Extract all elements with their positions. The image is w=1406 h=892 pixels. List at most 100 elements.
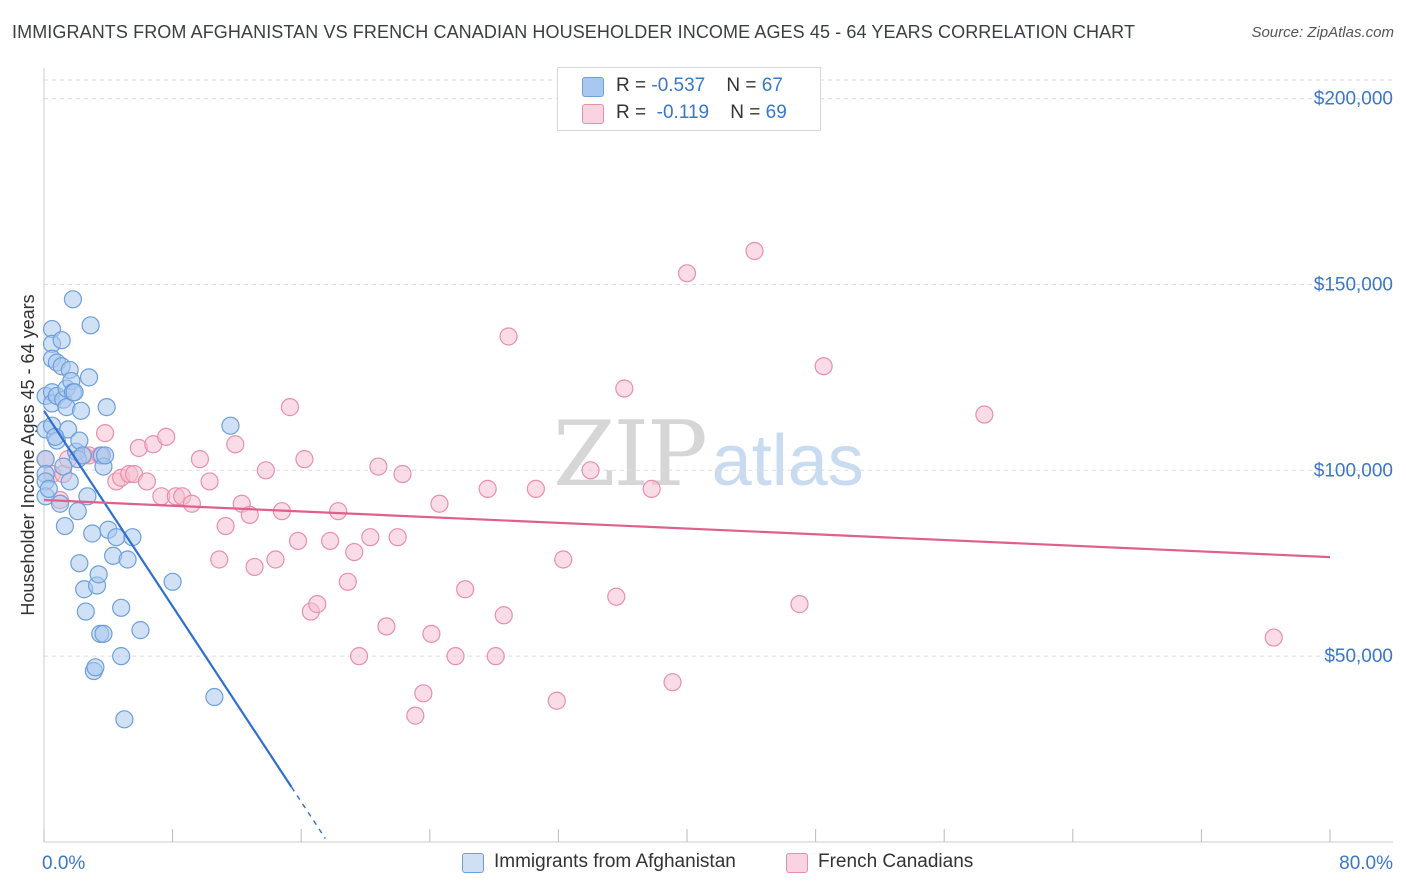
legend-r-value: -0.537 [651,75,706,96]
point-french-canadian [607,587,626,606]
series-french-canadians [36,241,1283,725]
point-afghanistan [86,658,105,677]
point-afghanistan [70,554,89,573]
legend-text-french-canadians: R = -0.119 N = 69 [616,102,787,124]
legend-n-value: 69 [765,102,787,123]
legend-n-label: N = [730,102,766,123]
point-french-canadian [295,450,314,469]
point-french-canadian [414,684,433,703]
watermark: ZIPatlas [553,402,864,507]
watermark-atlas: atlas [711,421,864,501]
point-french-canadian [240,505,259,524]
point-french-canadian [256,461,275,480]
bottom-legend-label-french-canadians: French Canadians [818,851,974,872]
point-afghanistan [81,316,100,335]
point-french-canadian [677,264,697,283]
point-afghanistan [95,446,115,465]
point-french-canadian [554,550,573,569]
point-french-canadian [329,502,348,521]
point-afghanistan [60,472,79,491]
point-french-canadian [200,472,219,491]
legend-r-value: -0.119 [656,102,710,123]
point-french-canadian [446,647,465,666]
point-afghanistan [50,494,70,513]
legend-r-label: R = [616,75,652,96]
point-french-canadian [499,327,518,346]
point-french-canadian [393,464,412,484]
point-french-canadian [975,405,994,424]
point-french-canadian [288,531,308,551]
point-afghanistan [89,565,108,584]
legend-n-value: 67 [761,75,783,96]
point-french-canadian [137,472,156,491]
point-french-canadian [478,479,497,498]
point-afghanistan [112,598,131,617]
point-french-canadian [190,450,210,469]
point-french-canadian [216,516,235,536]
trendline-afghanistan-extension [290,786,326,839]
point-afghanistan [115,710,134,729]
point-french-canadian [377,617,396,636]
y-tick-label: $150,000 [1314,274,1393,295]
point-afghanistan [94,624,113,643]
point-french-canadian [790,595,809,614]
x-tick-label: 0.0% [42,853,85,874]
point-french-canadian [422,624,441,643]
point-french-canadian [369,457,388,476]
point-afghanistan [55,516,74,536]
point-afghanistan [118,550,137,569]
point-afghanistan [163,572,182,591]
point-afghanistan [78,487,97,506]
point-french-canadian [814,357,833,376]
point-french-canadian [338,572,357,591]
point-french-canadian [430,494,449,513]
watermark-zip: ZIP [553,402,708,507]
point-afghanistan [131,621,150,640]
point-french-canadian [456,580,475,599]
point-afghanistan [63,290,83,309]
point-french-canadian [494,606,513,625]
point-french-canadian [345,542,364,562]
point-french-canadian [526,479,545,498]
point-french-canadian [210,550,229,569]
point-french-canadian [266,550,285,569]
point-afghanistan [205,687,224,707]
point-french-canadian [182,494,201,513]
legend-swatch-blue [582,77,604,97]
point-afghanistan [71,401,91,420]
legend-text-afghanistan: R = -0.537 N = 67 [616,75,783,97]
point-french-canadian [581,461,600,480]
point-french-canadian [642,479,661,498]
point-afghanistan [39,479,58,498]
point-french-canadian [280,398,300,417]
source-label: Source: ZipAtlas.com [1251,24,1394,41]
y-tick-label: $100,000 [1314,460,1393,481]
legend-swatch-pink [582,104,604,124]
point-french-canadian [486,647,505,666]
point-afghanistan [76,602,95,621]
point-afghanistan [79,368,99,387]
point-afghanistan [52,331,71,350]
point-french-canadian [406,706,425,725]
point-french-canadian [308,595,327,614]
point-french-canadian [226,435,245,454]
y-axis-label: Householder Income Ages 45 - 64 years [18,294,38,615]
point-afghanistan [68,502,87,521]
point-french-canadian [95,424,115,443]
x-tick-label: 80.0% [1339,853,1393,874]
point-french-canadian [547,691,566,710]
point-afghanistan [221,416,240,435]
chart-title: IMMIGRANTS FROM AFGHANISTAN VS FRENCH CA… [12,22,1136,42]
point-french-canadian [663,673,682,692]
point-afghanistan [65,383,84,402]
legend-r-label: R = [616,102,652,123]
point-afghanistan [70,431,89,450]
point-french-canadian [615,379,634,398]
legend-n-label: N = [726,75,762,96]
point-french-canadian [745,241,764,261]
y-tick-label: $50,000 [1324,646,1393,667]
bottom-legend-label-afghanistan: Immigrants from Afghanistan [494,851,736,872]
bottom-legend-swatch-blue [462,853,484,873]
trendline-afghanistan [43,410,293,788]
